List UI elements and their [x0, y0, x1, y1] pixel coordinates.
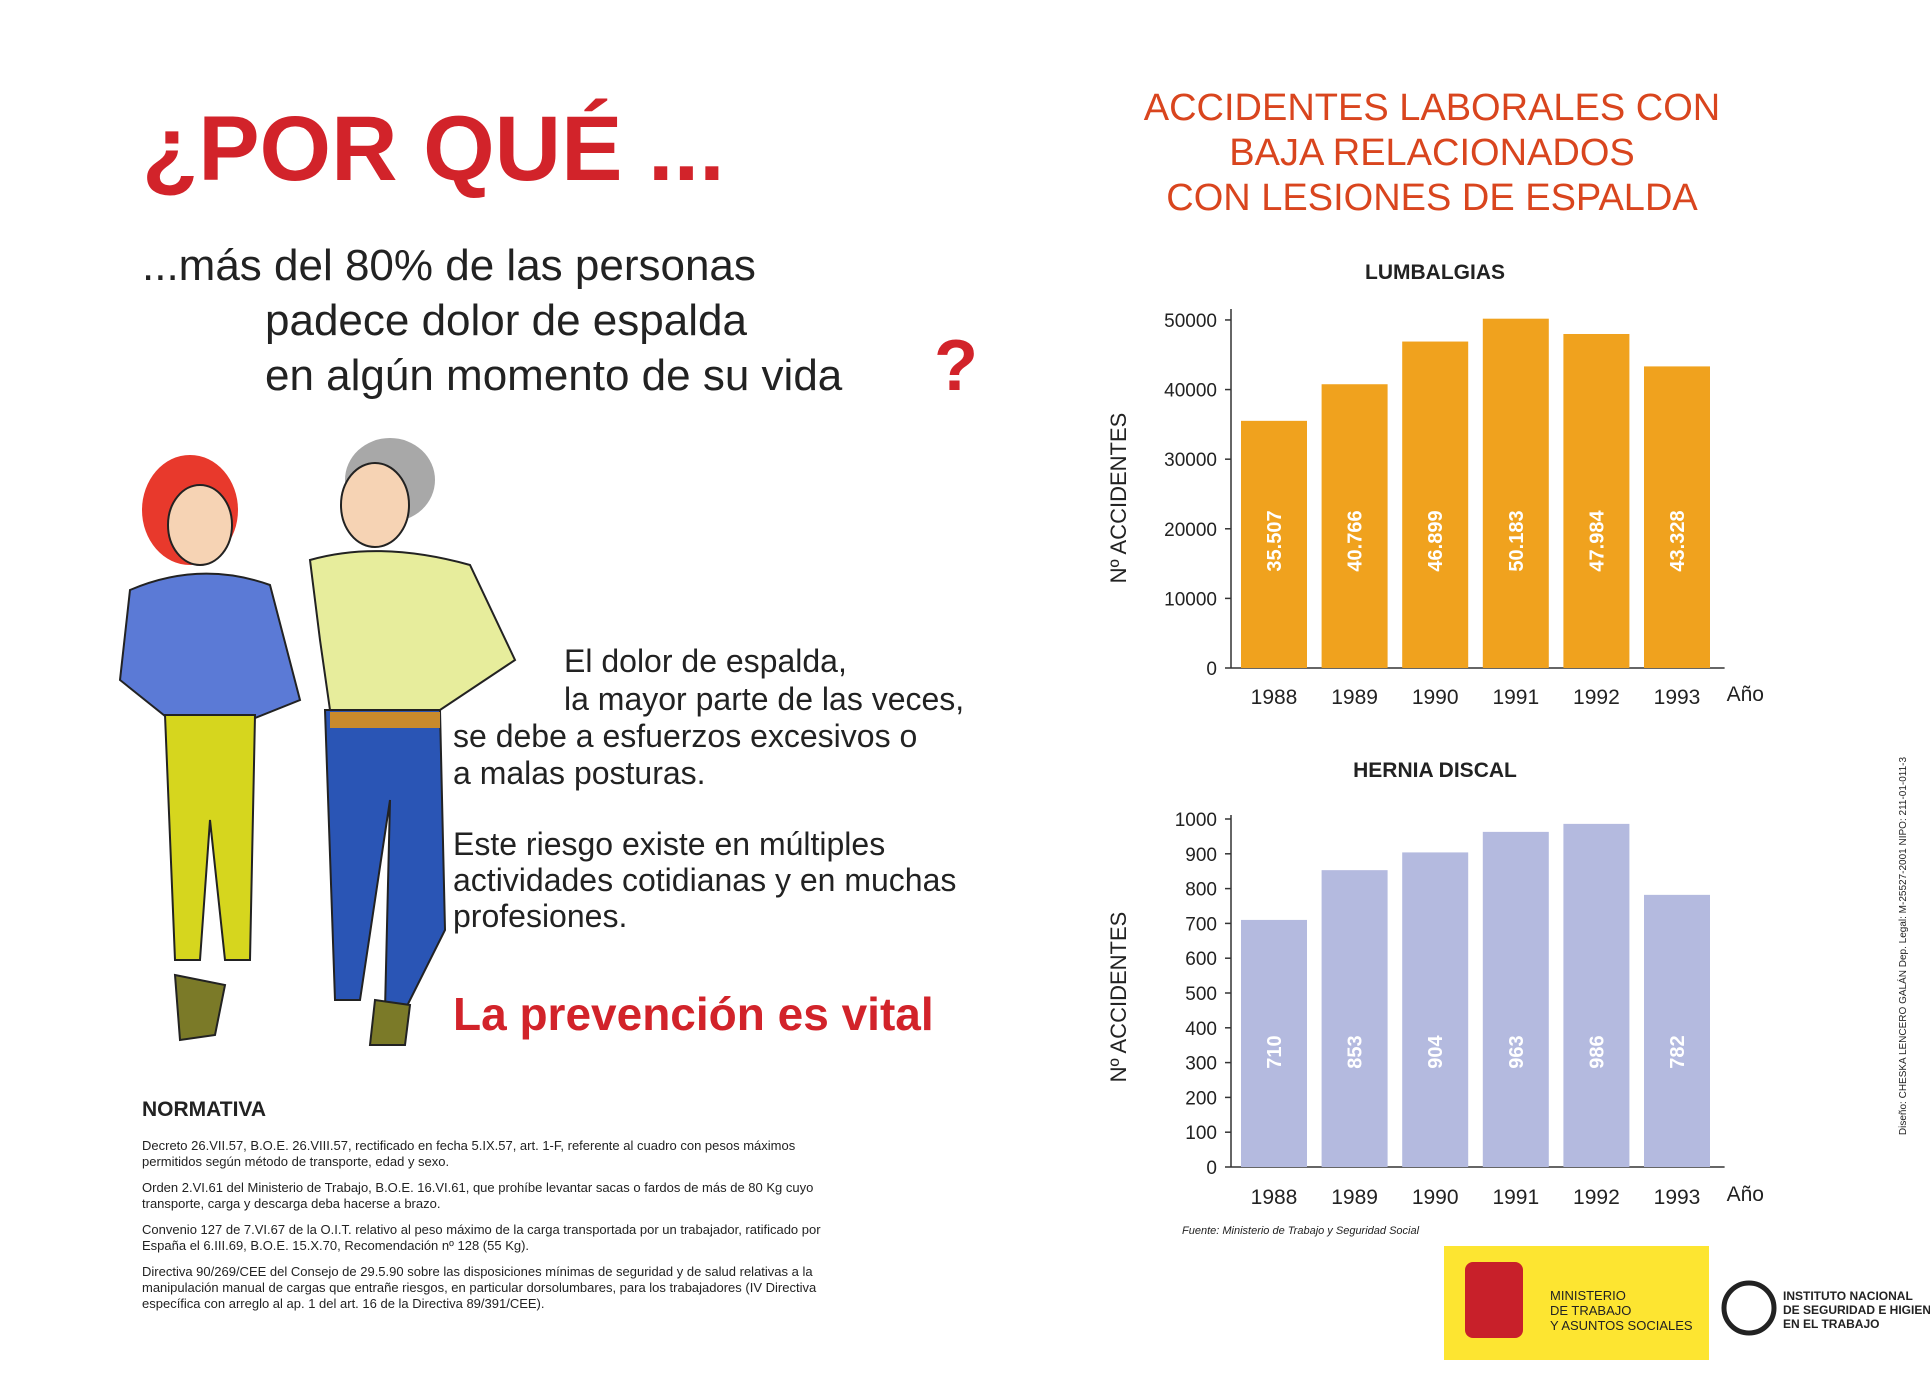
x-tick-label: 1988 [1251, 686, 1298, 709]
value-label: 40.766 [1345, 510, 1367, 571]
illustration [118, 438, 517, 1046]
normativa-item: Decreto 26.VII.57, B.O.E. 26.VIII.57, re… [142, 1138, 796, 1169]
value-label: 47.984 [1586, 510, 1608, 572]
question-line: en algún momento de su vida [265, 351, 843, 400]
ministry-name: Y ASUNTOS SOCIALES [1550, 1318, 1693, 1333]
x-tick-label: 1990 [1412, 1186, 1459, 1209]
x-tick-label: 1993 [1654, 686, 1701, 709]
x-tick-label: 1992 [1573, 1186, 1620, 1209]
y-tick-label: 600 [1185, 949, 1217, 970]
normativa-list: Decreto 26.VII.57, B.O.E. 26.VIII.57, re… [142, 1138, 832, 1322]
body-line: la mayor parte de las veces, [564, 681, 964, 717]
body-line: profesiones. [453, 898, 627, 934]
value-label: 853 [1345, 1035, 1367, 1068]
y-tick-label: 300 [1185, 1054, 1217, 1075]
bar [1563, 333, 1630, 668]
bar [1321, 384, 1388, 668]
x-tick-label: 1990 [1412, 686, 1459, 709]
source: Fuente: Ministerio de Trabajo y Segurida… [1182, 1225, 1420, 1237]
bar [1482, 831, 1549, 1167]
credits: Diseño: CHESKA LENCERO GALÁN Dep. Legal:… [1896, 756, 1909, 1135]
section-title: BAJA RELACIONADOS [1229, 132, 1634, 174]
y-tick-label: 30000 [1164, 450, 1217, 471]
question-line: ...más del 80% de las personas [142, 241, 756, 290]
y-tick-label: 1000 [1175, 810, 1217, 831]
body-line: a malas posturas. [453, 755, 706, 791]
question-line: padece dolor de espalda [265, 296, 747, 345]
normativa-title: NORMATIVA [142, 1098, 266, 1121]
value-label: 904 [1425, 1034, 1447, 1068]
normativa-item: Directiva 90/269/CEE del Consejo de 29.5… [142, 1264, 817, 1311]
bar [1321, 870, 1388, 1167]
x-tick-label: 1992 [1573, 686, 1620, 709]
body-line: Este riesgo existe en múltiples [453, 826, 885, 862]
bar [1563, 823, 1630, 1167]
institute-name: EN EL TRABAJO [1783, 1317, 1879, 1331]
slogan: La prevención es vital [453, 988, 934, 1040]
value-label: 35.507 [1264, 510, 1286, 571]
bar [1402, 341, 1469, 668]
y-tick-label: 200 [1185, 1088, 1217, 1109]
value-label: 50.183 [1506, 510, 1528, 571]
body-line: actividades cotidianas y en muchas [453, 862, 956, 898]
institute-logo [1721, 1280, 1777, 1336]
y-tick-label: 50000 [1164, 311, 1217, 332]
x-tick-label: 1993 [1654, 1186, 1701, 1209]
bar [1402, 852, 1469, 1167]
x-tick-label: 1991 [1492, 1186, 1539, 1209]
value-label: 986 [1586, 1035, 1608, 1068]
body-line: se debe a esfuerzos excesivos o [453, 718, 917, 754]
y-axis-label: Nº ACCIDENTES [1106, 413, 1131, 584]
x-tick-label: 1989 [1331, 1186, 1378, 1209]
y-axis-label: Nº ACCIDENTES [1106, 912, 1131, 1083]
section-title: ACCIDENTES LABORALES CON [1144, 87, 1720, 129]
y-tick-label: 0 [1206, 659, 1217, 680]
y-tick-label: 100 [1185, 1123, 1217, 1144]
chart-title: HERNIA DISCAL [1353, 759, 1517, 782]
y-tick-label: 0 [1206, 1158, 1217, 1179]
value-label: 710 [1264, 1035, 1286, 1068]
body-line: El dolor de espalda, [564, 643, 847, 679]
bar [1241, 919, 1307, 1167]
x-tick-label: 1988 [1251, 1186, 1298, 1209]
x-axis-label: Año [1727, 683, 1764, 706]
ministry-name: MINISTERIO [1550, 1288, 1626, 1303]
normativa-item: Orden 2.VI.61 del Ministerio de Trabajo,… [142, 1180, 814, 1211]
institute-name: DE SEGURIDAD E HIGIENE [1783, 1303, 1930, 1317]
question-mark: ? [934, 326, 978, 406]
y-tick-label: 900 [1185, 845, 1217, 866]
section-title: CON LESIONES DE ESPALDA [1166, 177, 1698, 219]
y-tick-label: 500 [1185, 984, 1217, 1005]
y-tick-label: 10000 [1164, 589, 1217, 610]
y-tick-label: 400 [1185, 1019, 1217, 1040]
y-tick-label: 40000 [1164, 381, 1217, 402]
bar [1644, 366, 1710, 668]
value-label: 963 [1506, 1035, 1528, 1068]
y-tick-label: 800 [1185, 880, 1217, 901]
y-tick-label: 700 [1185, 914, 1217, 935]
coat-of-arms [1465, 1262, 1523, 1338]
normativa-item: Convenio 127 de 7.VI.67 de la O.I.T. rel… [142, 1222, 821, 1253]
poster-title: ¿POR QUÉ ... [142, 97, 725, 200]
x-tick-label: 1991 [1492, 686, 1539, 709]
institute-name: INSTITUTO NACIONAL [1783, 1289, 1913, 1303]
x-axis-label: Año [1727, 1183, 1764, 1206]
value-label: 43.328 [1667, 510, 1689, 571]
x-tick-label: 1989 [1331, 686, 1378, 709]
ministry-name: DE TRABAJO [1550, 1303, 1631, 1318]
value-label: 782 [1667, 1035, 1689, 1068]
bar [1644, 894, 1710, 1167]
chart-title: LUMBALGIAS [1365, 261, 1505, 284]
value-label: 46.899 [1425, 510, 1447, 571]
y-tick-label: 20000 [1164, 520, 1217, 541]
bar [1482, 318, 1549, 668]
bar [1241, 420, 1307, 668]
